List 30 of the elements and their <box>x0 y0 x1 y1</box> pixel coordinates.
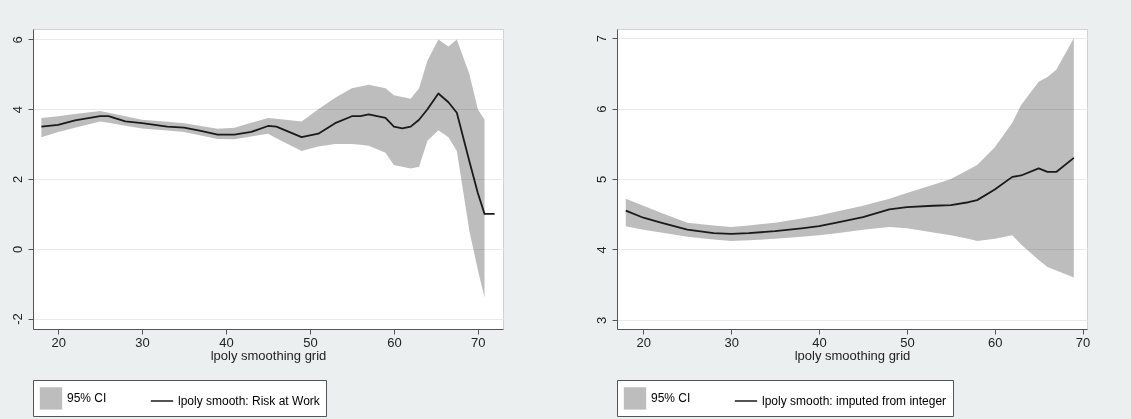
text: 95% CI <box>651 391 691 406</box>
line-series <box>624 156 1075 235</box>
y-tick-label: 7 <box>593 35 609 43</box>
text: 95% CI <box>67 391 107 406</box>
legend-label: lpoly smooth: imputed from integer <box>762 394 947 408</box>
x-axis-title: lpoly smoothing grid <box>210 347 327 363</box>
y-tick-label: 6 <box>593 105 609 113</box>
y-tick-label: 2 <box>9 175 25 184</box>
x-tick-label: 50 <box>303 334 318 350</box>
x-tick-label: 50 <box>900 334 915 350</box>
x-tick-label: 20 <box>636 334 652 350</box>
x-tick-label: 60 <box>387 334 402 350</box>
y-tick-label: -2 <box>9 313 25 325</box>
y-tick-label: 3 <box>593 316 609 324</box>
y-tick-label: 6 <box>9 36 25 44</box>
x-tick-label: 30 <box>135 334 150 350</box>
x-tick-label: 60 <box>988 334 1003 350</box>
y-tick-label: 0 <box>9 245 25 253</box>
x-tick-label: 30 <box>724 334 739 350</box>
x-tick-label: 70 <box>471 334 486 350</box>
line-series <box>40 92 496 215</box>
x-tick-label: 70 <box>1075 334 1091 350</box>
x-tick-label: 40 <box>219 334 234 350</box>
x-tick-label: 20 <box>51 334 66 350</box>
y-tick-label: 5 <box>593 175 609 184</box>
x-tick-label: 40 <box>812 334 827 350</box>
x-axis-title: lpoly smoothing grid <box>794 347 911 363</box>
y-tick-label: 4 <box>593 246 609 254</box>
legend-label: lpoly smooth: Risk at Work <box>178 394 321 408</box>
y-tick-label: 4 <box>9 106 25 114</box>
